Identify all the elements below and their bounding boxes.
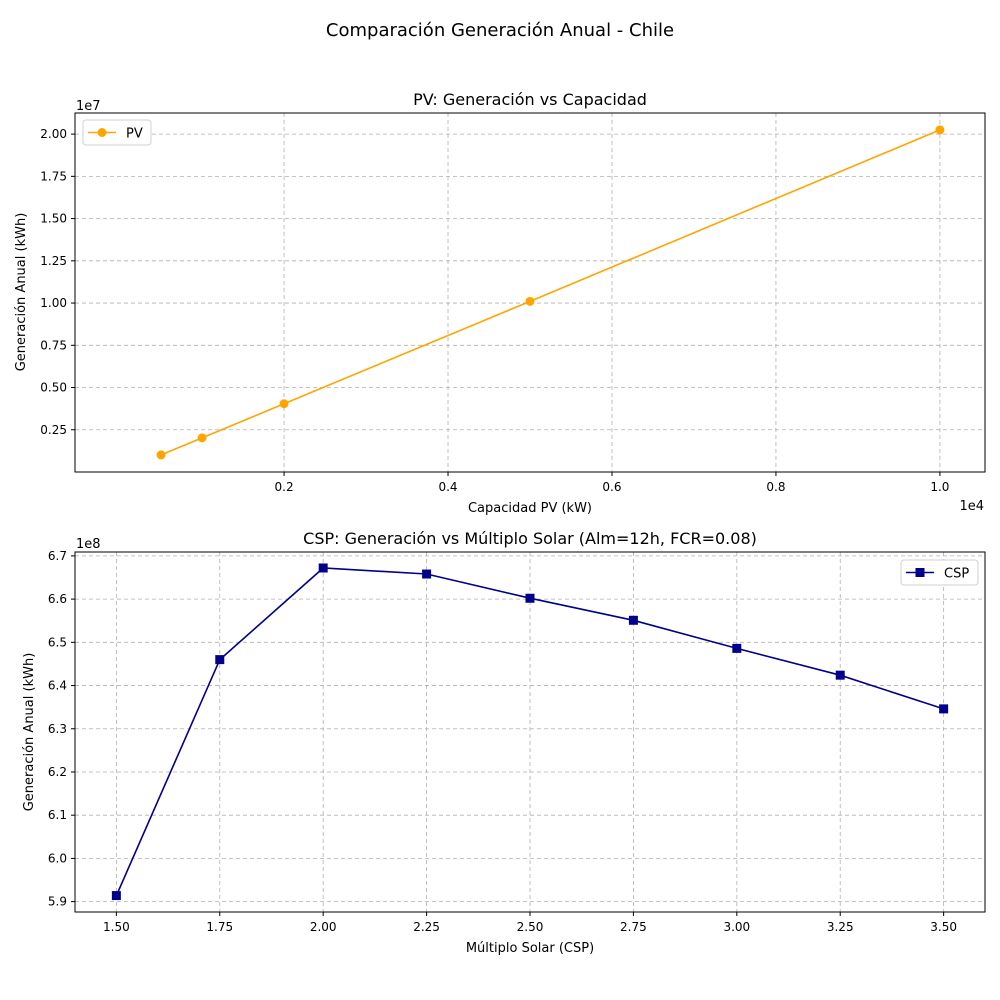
csp-legend-marker — [915, 568, 925, 577]
csp-y-tick-label: 6.6 — [48, 592, 67, 606]
pv-legend-label: PV — [126, 127, 143, 142]
pv-y-tick-label: 0.25 — [40, 423, 67, 437]
pv-legend-marker — [97, 128, 107, 137]
pv-x-tick-label: 0.2 — [275, 480, 294, 494]
csp-x-tick-label: 3.50 — [930, 920, 957, 934]
pv-legend: PV — [82, 119, 152, 146]
pv-y-axis-label: Generación Anual (kWh) — [14, 213, 29, 372]
pv-y-offset-label: 1e7 — [76, 99, 101, 114]
pv-x-axis-label: Capacidad PV (kW) — [468, 501, 592, 516]
csp-y-tick-label: 6.5 — [48, 635, 67, 649]
csp-data-point — [835, 670, 845, 680]
pv-y-tick-label: 1.00 — [40, 296, 67, 310]
csp-x-axis-label: Múltiplo Solar (CSP) — [466, 941, 594, 956]
csp-chart-title: CSP: Generación vs Múltiplo Solar (Alm=1… — [303, 529, 757, 548]
pv-y-tick-label: 1.25 — [40, 254, 67, 268]
pv-y-tick-label: 0.50 — [40, 381, 67, 395]
csp-y-offset-label: 1e8 — [76, 537, 101, 552]
pv-y-tick-label: 0.75 — [40, 338, 67, 352]
csp-x-tick-label: 2.25 — [413, 920, 440, 934]
pv-x-tick-label: 0.4 — [438, 480, 457, 494]
csp-plot-area — [75, 552, 985, 912]
csp-data-point — [732, 643, 742, 653]
csp-data-point — [628, 615, 638, 625]
csp-data-point — [422, 569, 432, 579]
csp-x-tick-label: 3.25 — [827, 920, 854, 934]
pv-x-tick-label: 0.6 — [602, 480, 621, 494]
pv-data-point — [156, 450, 166, 460]
csp-axes-frame — [74, 551, 986, 913]
csp-subplot: CSP: Generación vs Múltiplo Solar (Alm=1… — [22, 529, 986, 956]
csp-legend-box — [900, 559, 979, 586]
csp-y-tick-label: 5.9 — [48, 895, 67, 909]
csp-y-tick-label: 6.2 — [48, 765, 67, 779]
csp-x-tick-label: 1.50 — [103, 920, 130, 934]
pv-data-point — [279, 399, 289, 409]
csp-y-tick-label: 6.7 — [48, 549, 67, 563]
pv-subplot: PV: Generación vs Capacidad Capacidad PV… — [14, 90, 986, 516]
pv-plot-area — [75, 113, 985, 472]
figure-suptitle: Comparación Generación Anual - Chile — [326, 20, 674, 41]
csp-y-tick-label: 6.4 — [48, 679, 67, 693]
pv-data-point — [197, 433, 207, 443]
csp-y-axis-label: Generación Anual (kWh) — [22, 653, 37, 812]
pv-y-tick-label: 1.50 — [40, 212, 67, 226]
pv-axes-frame — [74, 112, 986, 473]
csp-data-point — [525, 593, 535, 603]
csp-x-tick-label: 2.00 — [310, 920, 337, 934]
csp-data-point — [215, 655, 225, 665]
csp-data-point — [318, 563, 328, 573]
csp-data-point — [111, 891, 121, 901]
csp-x-tick-label: 1.75 — [206, 920, 233, 934]
csp-y-tick-label: 6.1 — [48, 808, 67, 822]
pv-x-tick-label: 0.8 — [766, 480, 785, 494]
csp-legend-label: CSP — [944, 567, 969, 582]
pv-y-tick-label: 2.00 — [40, 127, 67, 141]
csp-x-tick-label: 2.75 — [620, 920, 647, 934]
pv-x-offset-label: 1e4 — [959, 499, 984, 514]
csp-data-point — [939, 704, 949, 714]
pv-y-tick-label: 1.75 — [40, 169, 67, 183]
pv-legend-box — [82, 119, 152, 146]
csp-x-tick-label: 2.50 — [517, 920, 544, 934]
csp-y-tick-label: 6.0 — [48, 851, 67, 865]
pv-chart-title: PV: Generación vs Capacidad — [413, 90, 647, 109]
pv-data-point — [525, 296, 535, 306]
csp-x-tick-label: 3.00 — [723, 920, 750, 934]
csp-legend: CSP — [900, 559, 979, 586]
pv-x-tick-label: 1.0 — [930, 480, 949, 494]
pv-data-point — [935, 125, 945, 135]
csp-y-tick-label: 6.3 — [48, 722, 67, 736]
